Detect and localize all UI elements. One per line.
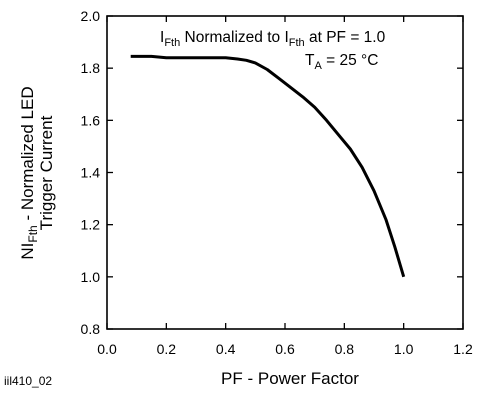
- annotation-1-c: at PF = 1.0: [305, 29, 386, 46]
- axis-ticks: [106, 15, 464, 330]
- y-tick-label: 1.4: [81, 165, 101, 181]
- x-tick-labels: 0.0 0.2 0.4 0.6 0.8 1.0 1.2: [97, 341, 473, 357]
- y-tick-label: 1.0: [81, 269, 101, 285]
- annotation-1-b: Normalized to I: [180, 29, 289, 46]
- y-axis-title-line-1: NIFth - Normalized LED: [18, 86, 40, 259]
- x-tick-label: 0.0: [97, 341, 117, 357]
- x-tick-label: 1.0: [394, 341, 414, 357]
- y-tick-label: 1.8: [81, 60, 101, 76]
- y-tick-label: 1.2: [81, 217, 101, 233]
- y-tick-label: 1.6: [81, 112, 101, 128]
- y-tick-label: 0.8: [81, 321, 101, 337]
- annotation-1-b-sub: Fth: [289, 37, 305, 49]
- y-axis-title-suffix: - Normalized LED: [18, 86, 37, 225]
- y-tick-label: 2.0: [81, 8, 101, 24]
- x-tick-label: 1.2: [453, 341, 473, 357]
- annotation-2-b: = 25 °C: [322, 52, 379, 69]
- y-axis-title-line-2: Trigger Current: [37, 115, 56, 230]
- x-tick-label: 0.4: [216, 341, 236, 357]
- annotation-box: [152, 22, 452, 72]
- y-axis-title-sub: Fth: [26, 225, 40, 242]
- annotation-line-2: TA = 25 °C: [305, 52, 378, 72]
- x-tick-label: 0.6: [275, 341, 295, 357]
- y-axis-title-prefix: NI: [18, 243, 37, 260]
- x-tick-label: 0.2: [157, 341, 177, 357]
- series-group: [130, 54, 406, 278]
- figure-id: iil410_02: [4, 374, 52, 388]
- annotation-2-a-sub: A: [314, 60, 322, 72]
- series-line: [130, 54, 406, 278]
- y-tick-labels: 0.8 1.0 1.2 1.4 1.6 1.8 2.0: [81, 8, 101, 337]
- annotation-line-1: IFth Normalized to IFth at PF = 1.0: [160, 29, 386, 49]
- x-tick-label: 0.8: [335, 341, 355, 357]
- annotation-1-a: I: [160, 29, 164, 46]
- annotation-2-a: T: [305, 52, 315, 69]
- x-axis-title: PF - Power Factor: [221, 369, 359, 388]
- y-axis-title: NIFth - Normalized LED Trigger Current: [18, 86, 56, 259]
- annotation-1-a-sub: Fth: [164, 37, 180, 49]
